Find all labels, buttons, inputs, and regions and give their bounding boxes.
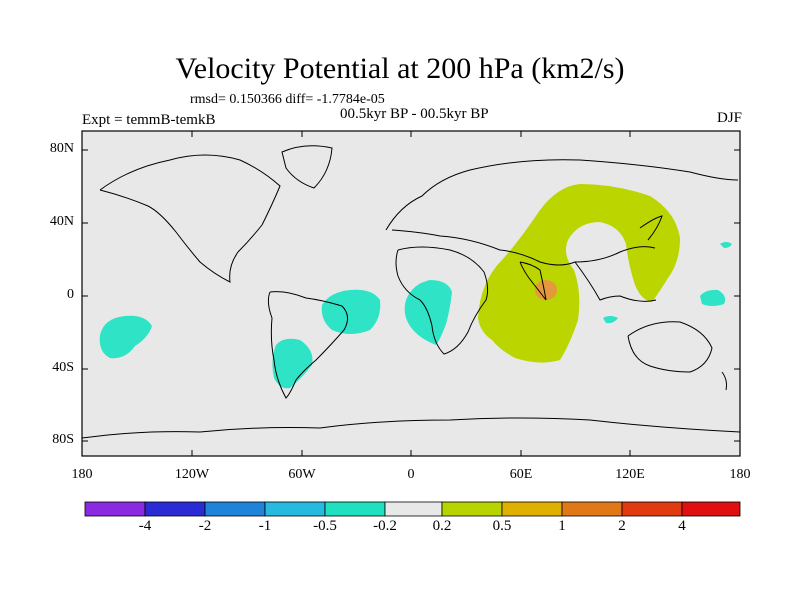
coast-southeast-asia (574, 261, 657, 302)
colorbar-bin-2 (144, 501, 206, 517)
colorbar-label-4: -0.5 (313, 518, 337, 534)
coastlines (81, 145, 741, 439)
colorbar-bin-10 (621, 501, 683, 517)
positive-anomaly-indian-ocean (478, 184, 680, 363)
period-label: 00.5kyr BP - 00.5kyr BP (340, 106, 489, 122)
colorbar-bin-9 (561, 501, 623, 517)
anomaly-maritime (603, 316, 618, 324)
experiment-label: Expt = temmB-temkB (82, 112, 216, 128)
colorbar-label-1: -4 (138, 518, 152, 534)
anomaly-east-asia-coast (720, 242, 732, 248)
x-label-120w: 120W (174, 467, 210, 482)
y-label-80s: 80S (52, 432, 74, 447)
x-label-60e: 60E (509, 467, 533, 482)
colorbar-label-9: 2 (618, 518, 626, 534)
colorbar-bin-8 (501, 501, 563, 517)
x-label-60w: 60W (288, 467, 316, 482)
coast-south-america (267, 291, 348, 399)
colorbar-bin-3 (204, 501, 266, 517)
x-label-180w: 180 (71, 467, 93, 482)
coast-europe-asia (385, 159, 739, 266)
coast-antarctica (81, 417, 741, 439)
anomaly-south-america (272, 338, 313, 389)
colorbar-bin-11 (681, 501, 741, 517)
x-label-180e: 180 (729, 467, 751, 482)
y-label-eq: 0 (67, 287, 74, 302)
coast-greenland (281, 145, 333, 189)
anomaly-pacific-south (99, 315, 152, 359)
colorbar-bin-5 (324, 501, 386, 517)
y-label-80n: 80N (49, 141, 74, 156)
y-label-40n: 40N (49, 214, 74, 229)
coast-india (519, 261, 547, 301)
plot-title: Velocity Potential at 200 hPa (km2/s) (175, 52, 625, 85)
season-label: DJF (716, 110, 742, 126)
colorbar-label-3: -1 (258, 518, 272, 534)
coast-north-america (99, 154, 281, 283)
coast-africa (395, 246, 489, 355)
peak-anomaly (535, 280, 557, 300)
coast-australia (627, 321, 713, 373)
colorbar-bin-4 (264, 501, 326, 517)
anomaly-west-pacific (700, 289, 726, 306)
stats-line: rmsd= 0.150366 diff= -1.7784e-05 (190, 92, 385, 107)
x-label-120e: 120E (615, 467, 645, 482)
colorbar-label-10: 4 (678, 518, 686, 534)
colorbar-bin-7 (441, 501, 503, 517)
colorbar-label-7: 0.5 (492, 518, 512, 534)
colorbar (84, 501, 741, 517)
colorbar-bin-6 (384, 501, 443, 517)
coast-japan (639, 215, 663, 241)
colorbar-label-6: 0.2 (432, 518, 452, 534)
colorbar-label-5: -0.2 (373, 518, 397, 534)
y-label-40s: 40S (52, 360, 74, 375)
colorbar-label-2: -2 (198, 518, 212, 534)
anomaly-south-atlantic (321, 289, 381, 334)
x-label-0: 0 (407, 467, 415, 482)
colorbar-bin-1 (84, 501, 146, 517)
colorbar-label-8: 1 (558, 518, 566, 534)
coast-new-zealand (721, 371, 727, 391)
axis-ticks (82, 131, 740, 456)
